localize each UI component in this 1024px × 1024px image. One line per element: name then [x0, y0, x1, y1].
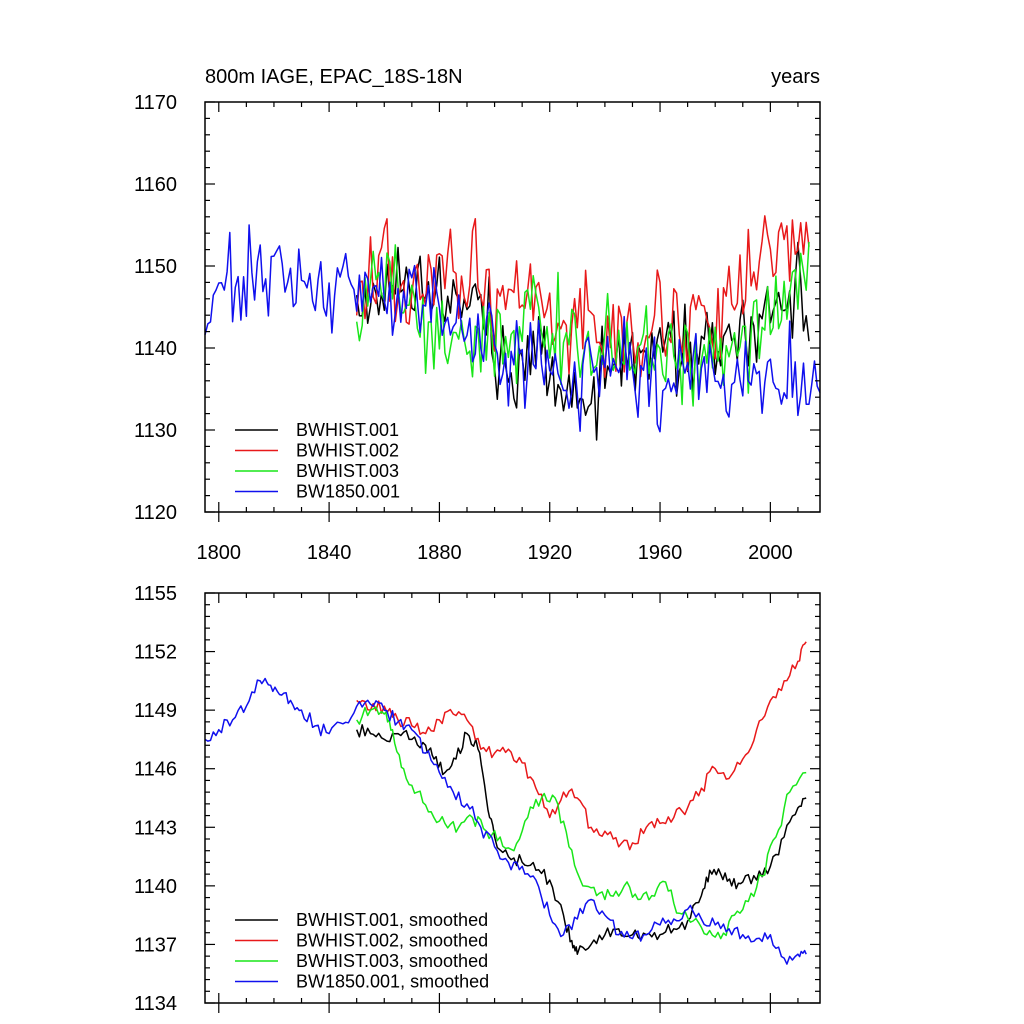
chart-1-units: years [771, 66, 820, 88]
chart-1-x-tick-label: 1920 [527, 542, 572, 564]
chart-2-y-tick-label: 1140 [134, 876, 177, 898]
chart-2-y-tick-label: 1137 [134, 934, 177, 956]
chart-1-y-tick-label: 1130 [134, 420, 177, 442]
chart-2-y-tick-label: 1152 [134, 642, 177, 664]
chart-1-x-tick-label: 2000 [748, 542, 793, 564]
chart-2-y-tick-label: 1155 [134, 583, 177, 605]
chart-1-ticks: 1800 1840 1880 1920 1960 2000 1120 1130 1140 1150… [134, 92, 820, 564]
chart-1-panel: 1800 1840 1880 1920 1960 2000 1120 1130 1140 1150… [134, 92, 821, 564]
chart-1-x-tick-label: 1840 [307, 542, 352, 564]
legend-label-1: BWHIST.001 [296, 420, 399, 440]
chart-1-x-tick-label: 1880 [417, 542, 462, 564]
chart-2-series-2-line [356, 641, 807, 851]
chart-2-series-1-line [355, 724, 807, 955]
chart-1-series-4-line [204, 224, 821, 433]
chart-1-y-tick-label: 1120 [134, 502, 177, 524]
chart-1-y-tick-label: 1160 [134, 174, 177, 196]
chart-2-y-tick-label: 1143 [134, 817, 177, 839]
chart-2-series-3-line [356, 706, 807, 940]
chart-2-y-tick-label: 1146 [134, 759, 177, 781]
chart-1-x-tick-label: 1800 [197, 542, 242, 564]
chart-1-y-tick-label: 1150 [134, 256, 177, 278]
chart-1-frame [204, 101, 821, 513]
legend-label-1: BWHIST.001, smoothed [296, 910, 488, 930]
chart-2-series-group [204, 641, 807, 965]
legend-label-2: BWHIST.002, smoothed [296, 931, 488, 951]
chart-2-y-tick-label: 1149 [134, 700, 177, 722]
legend-label-4: BW1850.001 [296, 482, 400, 502]
chart-1-series-2-line [355, 215, 810, 378]
chart-1-series-group [204, 215, 821, 441]
chart-2-panel: 1134 1137 1140 1143 1146 1149 1152 1155 BWHIST.… [134, 583, 821, 1015]
chart-2-series-4-line [204, 677, 807, 965]
chart-1-y-tick-label: 1140 [134, 338, 177, 360]
chart-2-y-tick-label: 1134 [134, 993, 177, 1015]
chart-1-title: 800m IAGE, EPAC_18S-18N [205, 66, 463, 88]
chart-2-frame [204, 592, 821, 1004]
chart-2-ticks: 1134 1137 1140 1143 1146 1149 1152 1155 [134, 583, 820, 1015]
legend-label-3: BWHIST.003, smoothed [296, 951, 488, 971]
chart-1-y-tick-label: 1170 [134, 92, 177, 114]
legend-label-4: BW1850.001, smoothed [296, 972, 489, 992]
legend-label-2: BWHIST.002 [296, 441, 399, 461]
chart-1-x-tick-label: 1960 [638, 542, 683, 564]
legend-label-3: BWHIST.003 [296, 461, 399, 481]
